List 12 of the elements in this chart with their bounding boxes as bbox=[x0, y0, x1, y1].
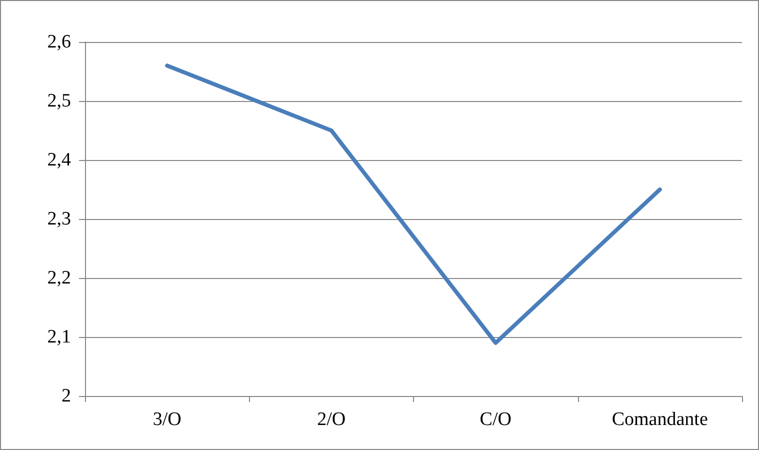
x-tick-label: C/O bbox=[480, 409, 512, 430]
y-tick-label: 2,2 bbox=[47, 268, 71, 288]
y-tick-label: 2,4 bbox=[47, 150, 72, 170]
y-tick-label: 2,3 bbox=[47, 208, 71, 230]
y-tick-label: 2,5 bbox=[47, 90, 71, 112]
line-series bbox=[165, 64, 662, 345]
x-tick-label: 3/O bbox=[152, 409, 182, 430]
y-tick-label: 2 bbox=[62, 386, 71, 406]
y-tick-label: 2,6 bbox=[47, 32, 71, 52]
x-tick-label: Comandante bbox=[612, 409, 708, 430]
y-tick-label: 2,1 bbox=[47, 326, 71, 348]
x-tick-label: 2/O bbox=[317, 409, 346, 430]
